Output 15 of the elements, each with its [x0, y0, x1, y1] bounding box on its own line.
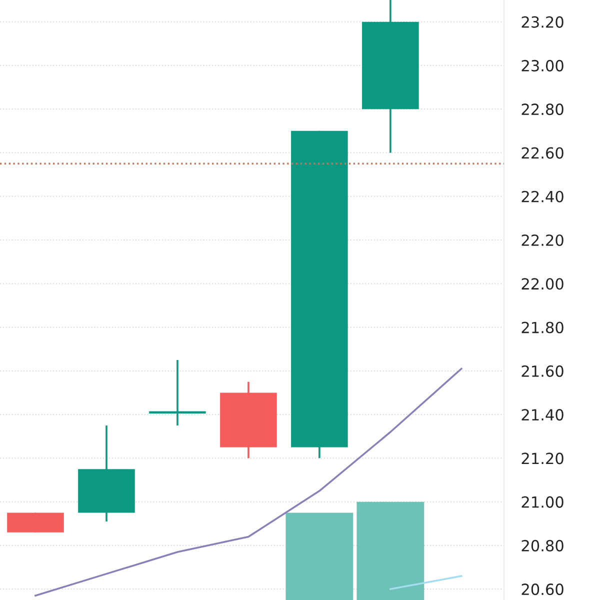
y-tick-label: 22.60 [522, 147, 564, 159]
y-tick-label: 21.40 [522, 409, 564, 421]
y-tick-label: 21.20 [522, 452, 564, 464]
y-tick-label: 21.00 [522, 496, 564, 508]
y-tick-label: 23.00 [522, 60, 564, 72]
y-tick-label: 20.80 [522, 540, 564, 552]
line-series [34, 368, 462, 597]
y-tick-label: 22.00 [522, 278, 564, 290]
y-tick-label: 23.20 [522, 16, 564, 28]
y-tick-label: 21.60 [522, 365, 564, 377]
y-tick-label: 20.60 [522, 584, 564, 596]
y-tick-label: 22.80 [522, 104, 564, 116]
y-tick-label: 22.20 [522, 234, 564, 246]
y-tick-label: 21.80 [522, 322, 564, 334]
y-tick-label: 22.40 [522, 190, 564, 202]
